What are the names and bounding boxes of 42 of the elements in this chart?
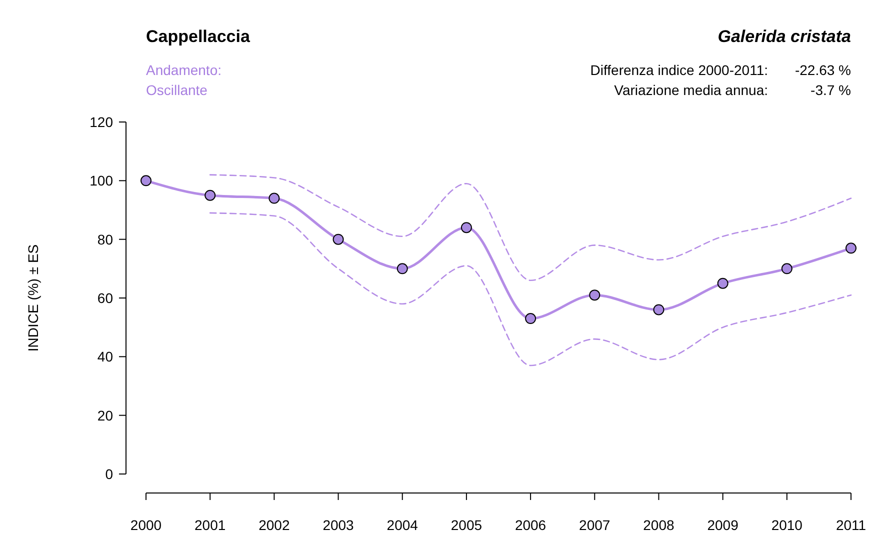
point [846, 242, 856, 254]
x-tick-label: 2004 [386, 517, 418, 533]
point [268, 192, 280, 204]
point [525, 313, 536, 324]
point [589, 290, 600, 301]
y-tick-label: 80 [97, 231, 114, 248]
chart-title: Cappellaccia [146, 27, 250, 46]
x-tick-label: 2002 [258, 517, 290, 533]
point [653, 304, 664, 316]
y-tick-label: 60 [97, 290, 114, 306]
point [332, 234, 344, 245]
text: Andamento: [146, 62, 222, 78]
x-tick-label: 2009 [707, 517, 739, 533]
y-tick-label: 100 [90, 172, 114, 189]
x-tick-label: 2011 [836, 517, 866, 533]
x-tick-label: 2008 [643, 517, 675, 533]
line-series [209, 212, 852, 366]
point [781, 263, 792, 274]
point [717, 278, 728, 289]
point [460, 222, 472, 234]
point [204, 190, 216, 201]
text: Oscillante [146, 82, 208, 98]
x-tick-label: 2001 [194, 517, 226, 533]
y-tick-label: 0 [105, 466, 114, 482]
text: Differenza indice 2000-2011: [590, 62, 768, 78]
x-tick-label: 2006 [514, 517, 546, 533]
point [396, 263, 408, 274]
text: -22.63 % [794, 62, 851, 78]
point [140, 175, 152, 186]
y-axis-title: INDICE (%) ± ES [25, 244, 41, 352]
line-series [209, 174, 852, 282]
x-tick-label: 2003 [322, 517, 354, 533]
x-tick-label: 2010 [771, 517, 803, 533]
x-tick-label: 2007 [579, 517, 610, 533]
x-tick-label: 2005 [450, 517, 482, 533]
text: Variazione media annua: [614, 82, 768, 98]
y-tick-label: 20 [97, 407, 114, 424]
y-tick-label: 120 [90, 114, 114, 130]
x-tick-label: 2000 [130, 517, 162, 533]
y-tick-label: 40 [97, 348, 114, 365]
text: -3.7 % [810, 82, 851, 98]
chart-subtitle: Galerida cristata [718, 27, 851, 46]
